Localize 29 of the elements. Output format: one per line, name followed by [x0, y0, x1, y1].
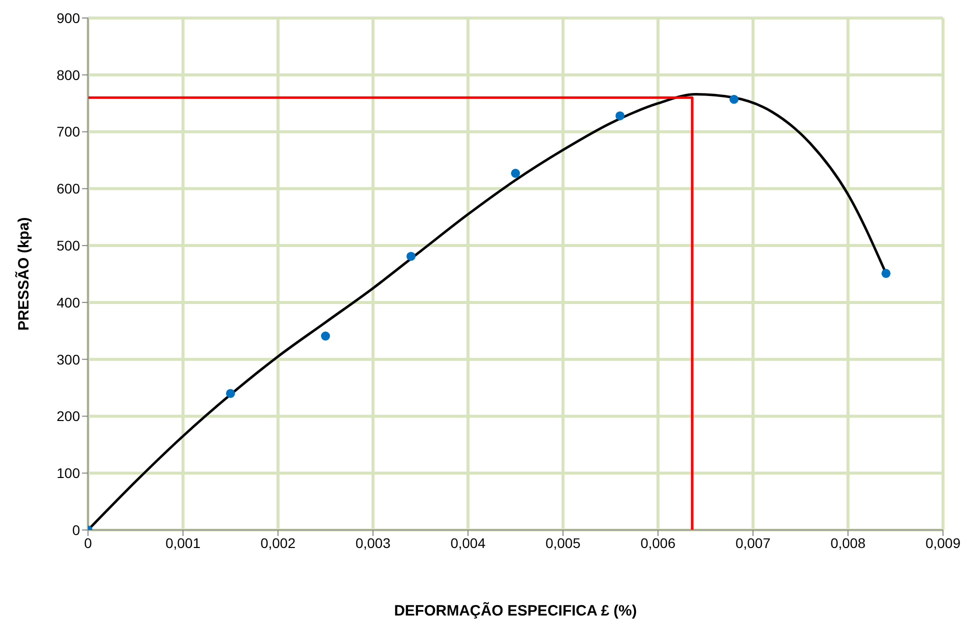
- x-tick-label: 0,003: [355, 534, 391, 551]
- point: [615, 111, 625, 120]
- x-axis-title: DEFORMAÇÃO ESPECIFICA £ (%): [394, 602, 637, 620]
- y-tick-label: 900: [56, 10, 80, 26]
- x-tick-label: 0,004: [450, 534, 486, 551]
- x-tick-label: 0,002: [260, 534, 296, 551]
- x-tick-label: 0,001: [165, 534, 201, 551]
- x-tick-label: 0: [84, 534, 92, 551]
- x-tick-label: 0,005: [545, 534, 581, 551]
- x-tick-label: 0,006: [640, 534, 676, 551]
- y-tick-label: 0: [72, 522, 80, 538]
- y-axis-title: PRESSÃO (kpa): [14, 217, 32, 331]
- y-tick-label: 400: [56, 294, 80, 310]
- point: [226, 388, 236, 398]
- y-tick-label: 100: [56, 465, 80, 482]
- y-tick-label: 600: [56, 180, 80, 197]
- point: [881, 268, 891, 278]
- y-tick-label: 300: [56, 351, 80, 368]
- y-tick-label: 200: [56, 408, 80, 424]
- point: [729, 94, 739, 104]
- y-tick-label: 500: [56, 238, 80, 254]
- x-tick-label: 0,007: [735, 534, 771, 551]
- x-tick-label: 0,009: [925, 534, 961, 551]
- y-tick-label: 800: [56, 66, 80, 83]
- y-tick-label: 700: [56, 124, 80, 140]
- point: [510, 168, 520, 178]
- point: [406, 252, 416, 261]
- point: [320, 332, 330, 341]
- x-tick-label: 0,008: [830, 534, 866, 551]
